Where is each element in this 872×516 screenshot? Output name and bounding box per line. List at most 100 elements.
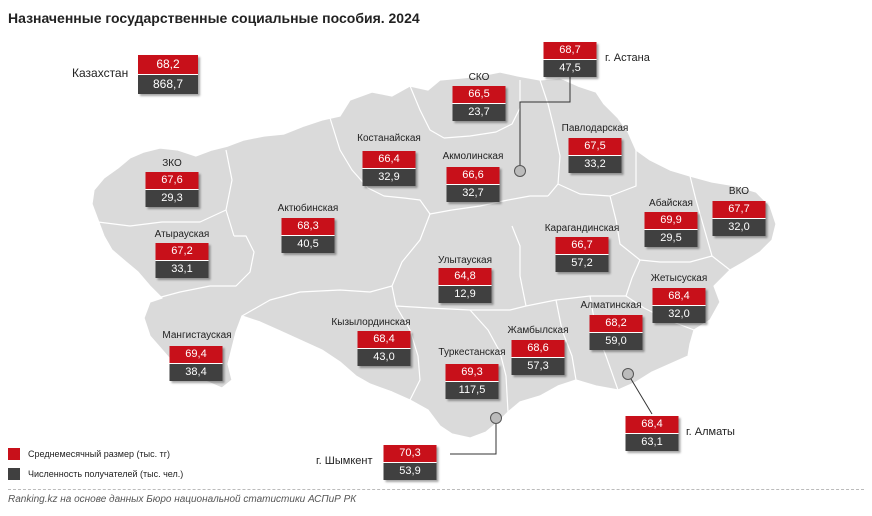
region-amount-sko: 66,5 — [452, 86, 506, 104]
kazakhstan-recipients: 868,7 — [138, 75, 198, 94]
region-label-almaty-region: Алматинская — [580, 300, 642, 311]
region-label-kostanay: Костанайская — [357, 133, 421, 144]
region-box-ulytau: 64,8 12,9 — [438, 268, 492, 303]
border-akmola-pavlodar — [539, 79, 561, 197]
region-box-karaganda: 66,7 57,2 — [555, 237, 609, 272]
border-aktobe-kostanay — [329, 117, 431, 215]
region-box-pavlodar: 67,5 33,2 — [568, 138, 622, 173]
border-akmola-karaganda — [429, 195, 548, 215]
region-recipients-sko: 23,7 — [452, 104, 506, 121]
region-amount-abai: 69,9 — [644, 212, 698, 230]
region-amount-atyrau: 67,2 — [155, 243, 209, 261]
region-box-mangystau: 69,4 38,4 — [169, 346, 223, 381]
region-box-akmola: 66,6 32,7 — [446, 167, 500, 202]
region-box-abai: 69,9 29,5 — [644, 212, 698, 247]
city-recipients-shymkent: 53,9 — [383, 463, 437, 480]
region-box-zhetysu: 68,4 32,0 — [652, 288, 706, 323]
page-title: Назначенные государственные социальные п… — [8, 10, 420, 26]
region-amount-karaganda: 66,7 — [555, 237, 609, 255]
region-recipients-turkestan: 117,5 — [445, 382, 499, 399]
region-amount-almaty-region: 68,2 — [589, 315, 643, 333]
border-zko-aktobe — [225, 149, 235, 237]
region-recipients-vko: 32,0 — [712, 219, 766, 236]
region-amount-akmola: 66,6 — [446, 167, 500, 185]
border-kyzylorda-turkestan — [395, 305, 421, 401]
region-recipients-mangystau: 38,4 — [169, 364, 223, 381]
region-label-turkestan: Туркестанская — [438, 347, 506, 358]
region-recipients-zhambyl: 57,3 — [511, 358, 565, 375]
region-amount-zhetysu: 68,4 — [652, 288, 706, 306]
region-recipients-almaty-region: 59,0 — [589, 333, 643, 350]
region-recipients-aktobe: 40,5 — [281, 236, 335, 253]
region-box-kostanay: 66,4 32,9 — [362, 151, 416, 186]
region-box-kyzylorda: 68,4 43,0 — [357, 331, 411, 366]
region-recipients-pavlodar: 33,2 — [568, 156, 622, 173]
region-amount-ulytau: 64,8 — [438, 268, 492, 286]
region-box-sko: 66,5 23,7 — [452, 86, 506, 121]
region-recipients-zko: 29,3 — [145, 190, 199, 207]
legend-recipients-swatch — [8, 468, 20, 480]
region-amount-zko: 67,6 — [145, 172, 199, 190]
region-label-kyzylorda: Кызылординская — [331, 317, 411, 328]
region-label-karaganda: Карагандинская — [544, 223, 620, 234]
astana-connector — [519, 70, 571, 170]
almaty-dot — [622, 368, 634, 380]
astana-dot — [514, 165, 526, 177]
region-recipients-kostanay: 32,9 — [362, 169, 416, 186]
kazakhstan-box: 68,2 868,7 — [138, 55, 198, 94]
city-box-astana: 68,7 47,5 — [543, 42, 597, 77]
city-amount-shymkent: 70,3 — [383, 445, 437, 463]
border-karaganda-almaty — [525, 295, 626, 307]
shymkent-connector — [450, 418, 497, 455]
region-recipients-atyrau: 33,1 — [155, 261, 209, 278]
legend-amount: Среднемесячный размер (тыс. тг) — [8, 448, 170, 460]
region-label-vko: ВКО — [728, 186, 750, 197]
kazakhstan-label: Казахстан — [72, 66, 129, 80]
region-label-pavlodar: Павлодарская — [561, 123, 629, 134]
region-recipients-akmola: 32,7 — [446, 185, 500, 202]
region-amount-zhambyl: 68,6 — [511, 340, 565, 358]
region-box-vko: 67,7 32,0 — [712, 201, 766, 236]
region-box-turkestan: 69,3 117,5 — [445, 364, 499, 399]
border-kostanay-sko — [409, 85, 445, 139]
city-amount-almaty: 68,4 — [625, 416, 679, 434]
region-amount-kyzylorda: 68,4 — [357, 331, 411, 349]
legend-amount-label: Среднемесячный размер (тыс. тг) — [28, 449, 170, 459]
border-zhambyl-almaty — [555, 299, 577, 381]
region-recipients-kyzylorda: 43,0 — [357, 349, 411, 366]
region-label-abai: Абайская — [649, 198, 693, 209]
region-label-atyrau: Атырауская — [154, 229, 210, 240]
region-amount-mangystau: 69,4 — [169, 346, 223, 364]
region-recipients-karaganda: 57,2 — [555, 255, 609, 272]
region-label-akmola: Акмолинская — [442, 151, 504, 162]
region-box-almaty-region: 68,2 59,0 — [589, 315, 643, 350]
city-box-shymkent: 70,3 53,9 — [383, 445, 437, 480]
region-amount-turkestan: 69,3 — [445, 364, 499, 382]
legend-recipients: Численность получателей (тыс. чел.) — [8, 468, 183, 480]
region-label-aktobe: Актюбинская — [277, 203, 339, 214]
border-ulytau — [391, 213, 527, 311]
almaty-connector — [627, 373, 653, 415]
region-box-atyrau: 67,2 33,1 — [155, 243, 209, 278]
city-recipients-almaty: 63,1 — [625, 434, 679, 451]
region-recipients-abai: 29,5 — [644, 230, 698, 247]
region-amount-aktobe: 68,3 — [281, 218, 335, 236]
border-atyrau-mangystau — [149, 235, 255, 301]
city-label-astana: г. Астана — [605, 52, 650, 64]
shymkent-dot — [490, 412, 502, 424]
region-label-ulytau: Улытауская — [437, 255, 493, 266]
kazakhstan-amount: 68,2 — [138, 55, 198, 75]
region-amount-kostanay: 66,4 — [362, 151, 416, 169]
region-label-sko: СКО — [468, 72, 490, 83]
region-amount-vko: 67,7 — [712, 201, 766, 219]
border-turkestan-zhambyl — [469, 309, 509, 413]
footer-divider — [8, 489, 864, 490]
city-label-almaty: г. Алматы — [686, 426, 735, 438]
region-box-zhambyl: 68,6 57,3 — [511, 340, 565, 375]
region-amount-pavlodar: 67,5 — [568, 138, 622, 156]
city-amount-astana: 68,7 — [543, 42, 597, 60]
region-box-aktobe: 68,3 40,5 — [281, 218, 335, 253]
source-note: Ranking.kz на основе данных Бюро национа… — [8, 494, 357, 505]
region-recipients-zhetysu: 32,0 — [652, 306, 706, 323]
